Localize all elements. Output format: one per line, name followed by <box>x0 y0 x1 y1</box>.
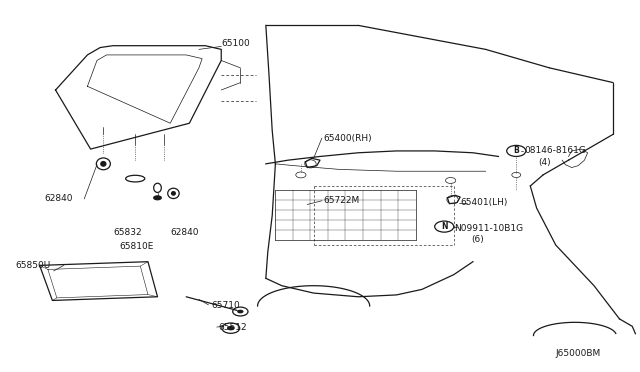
Text: 65850U: 65850U <box>15 261 51 270</box>
Text: 65401(LH): 65401(LH) <box>460 198 508 207</box>
Ellipse shape <box>100 161 106 167</box>
Text: 65832: 65832 <box>113 228 141 237</box>
Text: 65400(RH): 65400(RH) <box>323 134 372 142</box>
Text: 62840: 62840 <box>45 195 73 203</box>
Circle shape <box>227 326 235 330</box>
Text: (4): (4) <box>539 157 551 167</box>
Text: 08146-8161G: 08146-8161G <box>524 147 586 155</box>
Text: N09911-10B1G: N09911-10B1G <box>454 224 523 233</box>
Text: N: N <box>441 222 447 231</box>
Text: 65100: 65100 <box>221 39 250 48</box>
Text: B: B <box>513 147 519 155</box>
Text: (6): (6) <box>472 235 484 244</box>
Text: J65000BM: J65000BM <box>556 350 601 359</box>
Text: 65810E: 65810E <box>119 243 154 251</box>
Text: 65722M: 65722M <box>323 196 360 205</box>
Circle shape <box>237 310 244 313</box>
Ellipse shape <box>171 191 176 196</box>
Text: 65512: 65512 <box>218 323 246 331</box>
Text: 65710: 65710 <box>212 301 241 311</box>
Text: 62840: 62840 <box>170 228 199 237</box>
Circle shape <box>153 195 162 201</box>
